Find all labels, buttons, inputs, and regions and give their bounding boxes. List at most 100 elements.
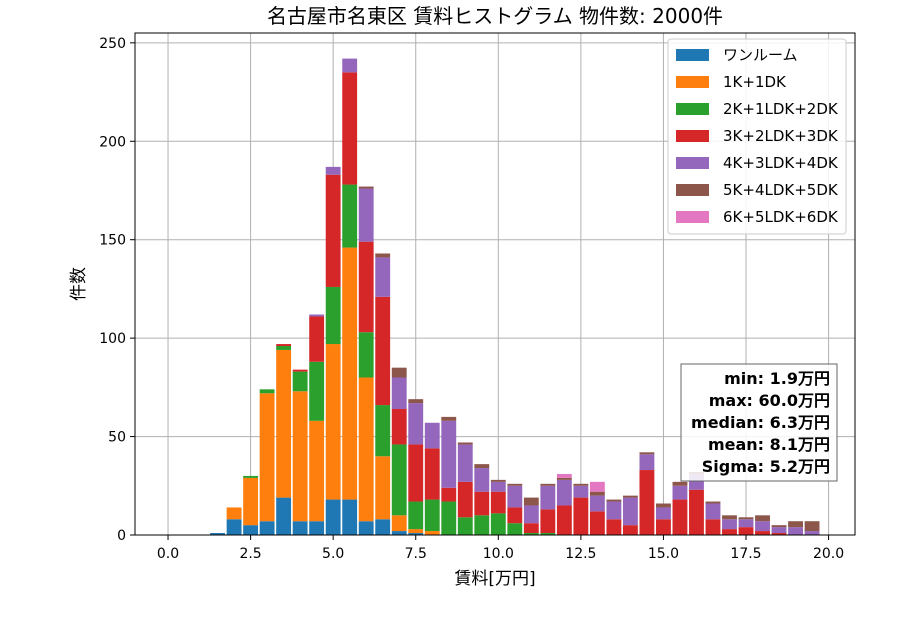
bar-segment <box>391 444 407 516</box>
bar-segment <box>342 184 358 248</box>
bar-segment <box>358 241 374 333</box>
bar-segment <box>391 367 407 378</box>
bar-segment <box>556 505 572 535</box>
bar-segment <box>408 403 424 445</box>
x-tick-label: 5.0 <box>322 546 344 562</box>
bar-segment <box>309 316 325 362</box>
stat-mean: mean: 8.1万円 <box>708 435 830 454</box>
bar-segment <box>358 188 374 242</box>
stat-median: median: 6.3万円 <box>691 413 830 432</box>
bar-segment <box>375 257 391 297</box>
bar-segment <box>441 420 457 488</box>
bar-segment <box>490 481 506 492</box>
y-tick-label: 150 <box>99 233 126 249</box>
bar-segment <box>490 491 506 514</box>
bar-segment <box>589 491 605 496</box>
bar-segment <box>540 533 556 535</box>
bar-segment <box>375 456 391 520</box>
bar-segment <box>243 477 259 526</box>
bar-segment <box>292 521 308 535</box>
bar-segment <box>292 371 308 392</box>
x-tick-label: 20.0 <box>813 546 844 562</box>
bar-segment <box>523 533 539 535</box>
bar-segment <box>375 296 391 406</box>
bar-segment <box>424 531 440 535</box>
legend-swatch <box>676 184 709 196</box>
bar-segment <box>226 519 242 535</box>
bar-segment <box>656 519 671 535</box>
bar-segment <box>408 529 424 534</box>
axis-ticks: 0.0 2.5 5.0 7.5 10.0 12.5 15.0 17.5 20.0 0 50 100 15… <box>99 36 844 562</box>
bar-segment <box>342 72 358 185</box>
bar-segment <box>391 409 407 445</box>
bar-segment <box>474 491 490 516</box>
bar-segment <box>573 497 589 535</box>
legend-swatch <box>676 76 709 88</box>
bar-segment <box>358 377 374 522</box>
legend-label: ワンルーム <box>723 46 798 64</box>
bar-segment <box>375 519 391 535</box>
stat-max: max: 60.0万円 <box>709 391 830 410</box>
bar-segment <box>309 521 325 535</box>
bar-segment <box>705 501 721 504</box>
bar-segment <box>722 519 737 530</box>
stat-min: min: 1.9万円 <box>724 369 830 388</box>
bar-segment <box>589 495 605 512</box>
legend-label: 5K+4LDK+5DK <box>723 181 839 199</box>
bar-segment <box>606 501 622 520</box>
x-tick-label: 15.0 <box>648 546 679 562</box>
bar-segment <box>639 452 655 455</box>
x-tick-label: 7.5 <box>405 546 427 562</box>
bar-segment <box>474 468 490 492</box>
bar-segment <box>523 523 539 534</box>
x-tick-label: 17.5 <box>730 546 761 562</box>
bar-segment <box>523 505 539 524</box>
bar-segment <box>457 481 473 518</box>
bar-segment <box>358 186 374 189</box>
legend-frame <box>667 38 847 235</box>
bar-segment <box>705 519 721 535</box>
plot-frame <box>134 32 856 536</box>
stat-sigma: Sigma: 5.2万円 <box>702 457 830 476</box>
bar-segment <box>573 485 589 498</box>
bar-segment <box>391 515 407 532</box>
bar-segment <box>226 507 242 520</box>
bar-segment <box>656 507 671 520</box>
bar-segment <box>771 525 787 528</box>
x-tick-label: 10.0 <box>483 546 514 562</box>
bar-segment <box>738 527 754 535</box>
bar-segment <box>309 361 325 421</box>
bar-segment <box>325 286 341 345</box>
bar-segment <box>507 523 523 535</box>
bar-segment <box>738 517 754 520</box>
bar-segment <box>325 499 341 535</box>
stats-box-frame <box>680 363 838 482</box>
bar-segment <box>457 517 473 535</box>
bar-segment <box>540 509 556 534</box>
bar-segment <box>408 501 424 530</box>
bar-segment <box>788 527 803 535</box>
bar-segment <box>689 489 704 535</box>
y-tick-label: 250 <box>99 36 126 52</box>
bar-segment <box>342 58 358 73</box>
bar-segment <box>457 442 473 445</box>
bar-segment <box>639 470 655 535</box>
bar-segment <box>622 525 638 535</box>
bar-segment <box>589 511 605 535</box>
bar-segment <box>292 391 308 522</box>
bar-segment <box>276 346 292 350</box>
bar-segment <box>540 485 556 510</box>
bar-segment <box>804 531 820 535</box>
bar-segment <box>325 166 341 175</box>
bar-segment <box>622 495 638 498</box>
bar-segment <box>755 531 770 535</box>
bar-segment <box>342 499 358 535</box>
bar-segment <box>556 479 572 506</box>
bar-segment <box>457 444 473 482</box>
bar-segment <box>441 487 457 502</box>
bar-segment <box>309 314 325 317</box>
bar-segment <box>507 507 523 524</box>
bar-segment <box>755 521 770 532</box>
bar-segment <box>243 525 259 535</box>
bar-segment <box>490 479 506 482</box>
